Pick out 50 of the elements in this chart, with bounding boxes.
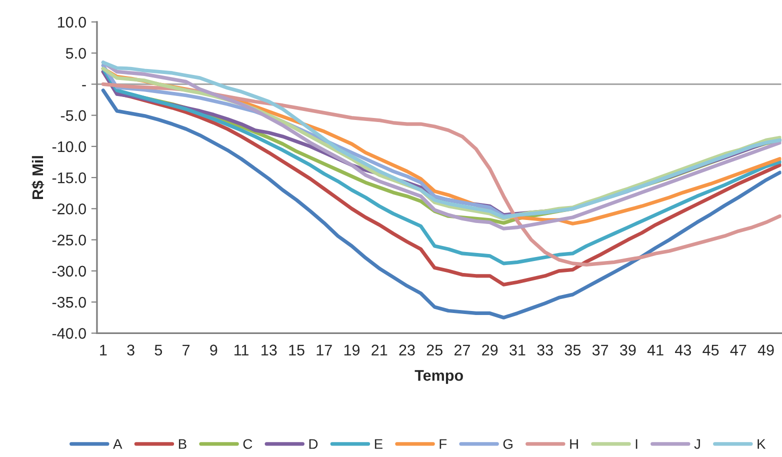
legend-label: D: [309, 439, 318, 449]
y-tick-label: -5.0: [60, 110, 86, 121]
x-tick-label: 47: [730, 344, 746, 356]
legend-label: H: [570, 439, 578, 449]
x-tick-label: 27: [454, 344, 470, 356]
x-tick-label: 43: [675, 344, 691, 356]
x-tick-label: 31: [510, 344, 526, 356]
x-tick-label: 19: [344, 344, 360, 356]
x-tick-label: 29: [482, 344, 498, 356]
x-tick-label: 23: [399, 344, 415, 356]
x-tick-label: 11: [234, 344, 248, 356]
x-tick-label: 37: [592, 344, 608, 356]
y-axis-title: R$ Mil: [32, 156, 44, 200]
legend-label: K: [758, 439, 766, 449]
x-tick-label: 35: [564, 344, 581, 356]
x-tick-label: 7: [182, 344, 190, 356]
legend-label: F: [440, 439, 447, 449]
y-tick-label: -25.0: [52, 234, 86, 246]
y-tick-label: -30.0: [52, 266, 86, 277]
x-tick-label: 9: [210, 344, 218, 356]
x-tick-label: 1: [100, 344, 107, 356]
legend-label: A: [113, 439, 122, 449]
y-tick-label: -15.0: [52, 172, 86, 184]
legend-label: J: [694, 439, 700, 449]
y-tick-label: -10.0: [52, 141, 86, 152]
legend-label: E: [374, 439, 382, 449]
x-tick-label: 49: [758, 344, 774, 356]
x-tick-label: 45: [702, 344, 719, 356]
x-tick-label: 21: [372, 344, 388, 356]
legend-label: G: [503, 439, 512, 449]
y-tick-label: -40.0: [52, 328, 86, 339]
x-tick-label: 3: [127, 344, 134, 356]
legend-label: C: [243, 439, 252, 449]
y-tick-label: 10.0: [58, 16, 86, 28]
x-axis-title: Tempo: [414, 370, 463, 384]
x-tick-label: 17: [316, 344, 332, 356]
x-tick-label: 15: [289, 344, 304, 356]
x-tick-label: 41: [647, 344, 664, 356]
x-tick-label: 5: [154, 344, 162, 356]
x-tick-label: 13: [262, 344, 277, 356]
y-tick-label: -20.0: [52, 204, 86, 214]
y-tick-label: -: [82, 85, 86, 86]
y-tick-label: -35.0: [52, 296, 86, 308]
x-tick-label: 25: [426, 344, 442, 356]
x-tick-label: 39: [620, 344, 636, 356]
legend-label: I: [636, 439, 638, 449]
legend-label: B: [178, 439, 186, 449]
x-tick-label: 33: [537, 344, 553, 356]
line-series: [101, 88, 782, 320]
y-tick-label: 5.0: [66, 48, 86, 59]
